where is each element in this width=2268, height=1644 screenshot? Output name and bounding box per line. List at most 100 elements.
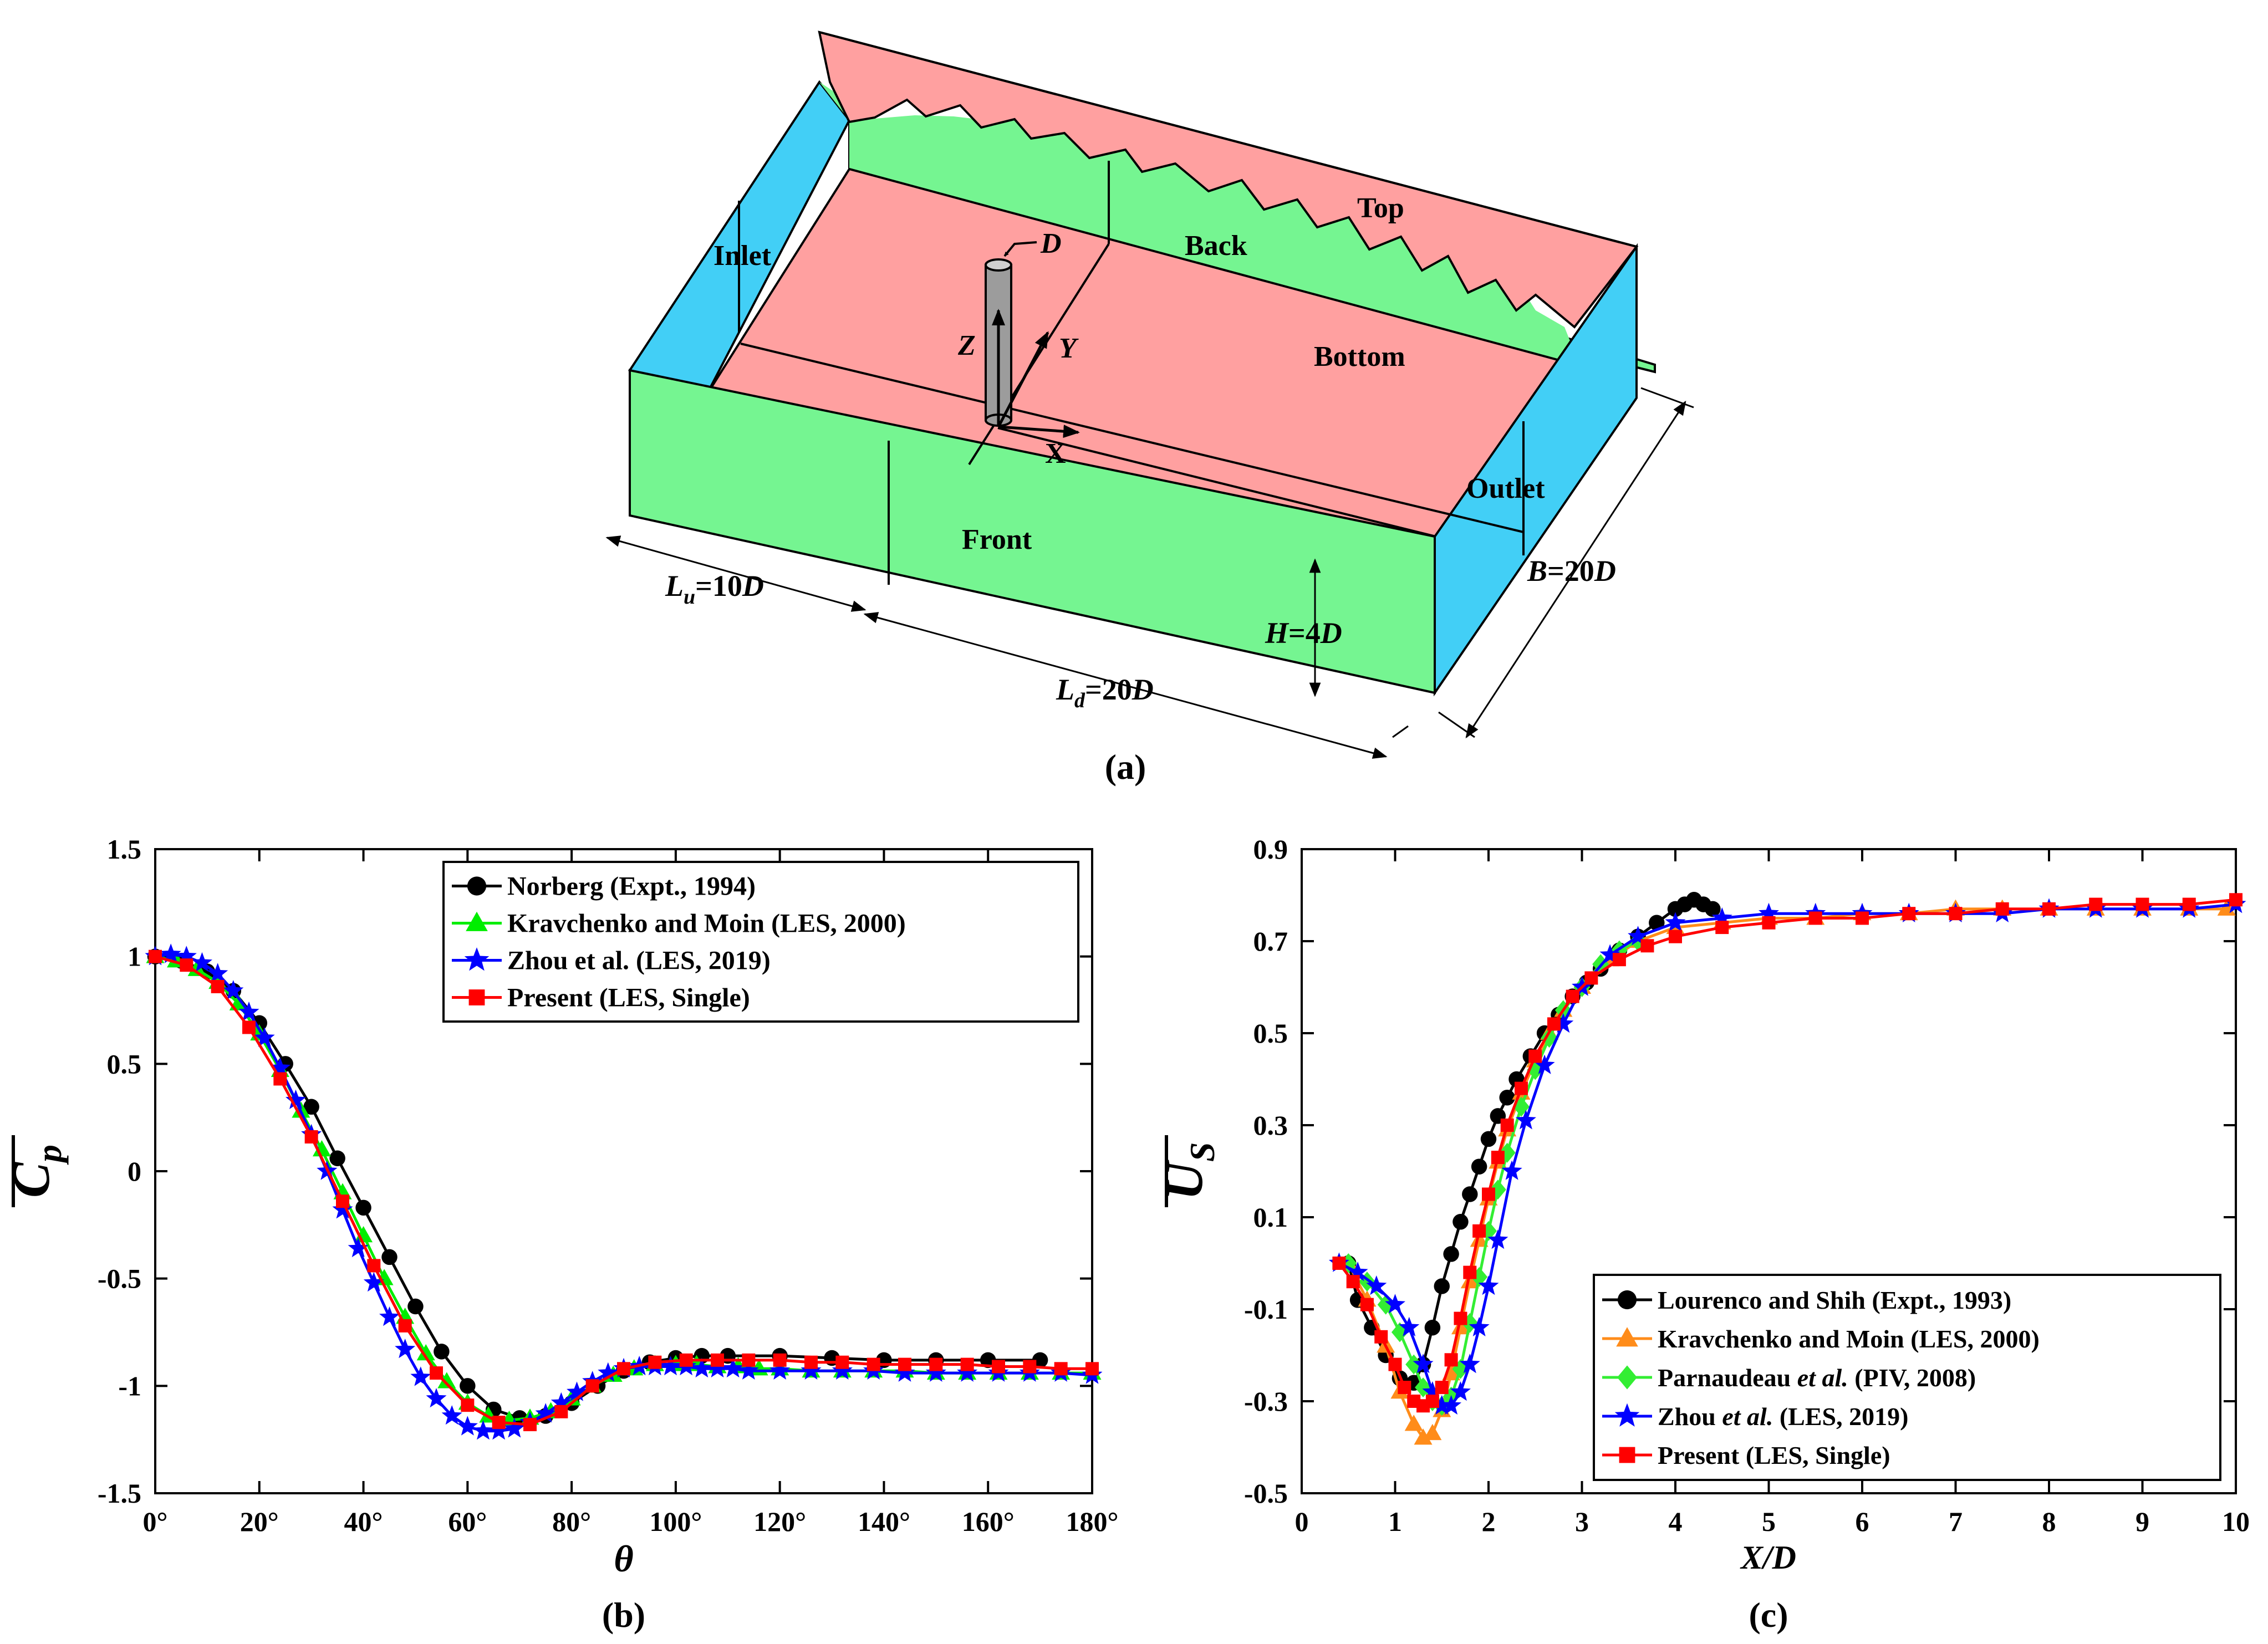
data-point bbox=[2089, 897, 2103, 911]
ticks-b: 0° 20° 40° 60° 80° 100° 120° 140° 160° 180° -1.5 -1… bbox=[98, 834, 1119, 1537]
y-tick-label: 1 bbox=[128, 941, 141, 972]
data-point bbox=[303, 1099, 319, 1115]
legend-marker bbox=[1617, 1290, 1637, 1310]
x-tick-label: 40° bbox=[344, 1506, 383, 1537]
data-point bbox=[461, 1398, 475, 1412]
legend-marker bbox=[464, 947, 490, 971]
data-point bbox=[1487, 1229, 1508, 1249]
legend-label: Present (LES, Single) bbox=[1658, 1441, 1890, 1469]
back-label: Back bbox=[1185, 230, 1247, 262]
series-4 bbox=[149, 949, 1099, 1432]
data-point bbox=[1995, 902, 2009, 916]
data-point bbox=[1599, 944, 1620, 964]
legend-label: Present (LES, Single) bbox=[507, 983, 750, 1013]
data-point bbox=[1463, 1265, 1477, 1279]
data-point bbox=[395, 1339, 416, 1359]
data-point bbox=[1499, 1089, 1515, 1106]
legend-label-part: Kravchenko and Moin (LES, 2000) bbox=[1658, 1325, 2040, 1353]
data-point bbox=[379, 1306, 400, 1326]
y-tick-label: -1.5 bbox=[98, 1478, 141, 1509]
inlet-label: Inlet bbox=[713, 240, 772, 272]
data-point bbox=[223, 980, 244, 1000]
legend-item: Lourenco and Shih (Expt., 1993) bbox=[1602, 1286, 2011, 1314]
data-point bbox=[1711, 907, 1732, 927]
data-point bbox=[416, 1344, 435, 1361]
upstream-dimension: Lu=10D bbox=[605, 535, 867, 612]
x-tick-label: 4 bbox=[1669, 1506, 1683, 1537]
x-tick-label: 2 bbox=[1482, 1506, 1496, 1537]
legend-label-part: Parnaudeau bbox=[1658, 1364, 1797, 1392]
downstream-L: L bbox=[1056, 673, 1074, 706]
data-point bbox=[773, 1353, 787, 1367]
data-point bbox=[2042, 902, 2056, 916]
data-point bbox=[1566, 989, 1579, 1003]
data-point bbox=[1665, 912, 1686, 932]
data-point bbox=[1808, 911, 1822, 925]
data-point bbox=[1435, 1381, 1449, 1395]
data-point bbox=[329, 1150, 345, 1167]
y-tick-label: 0.7 bbox=[1253, 926, 1288, 957]
legend-label-part: et al. bbox=[1722, 1402, 1773, 1431]
legend-label-part: Present (LES, Single) bbox=[507, 983, 750, 1013]
y-tick-label: 0.5 bbox=[107, 1048, 142, 1079]
data-point bbox=[679, 1353, 693, 1367]
data-point bbox=[1472, 1224, 1486, 1238]
data-point bbox=[691, 1357, 712, 1378]
y-axis-arrow bbox=[997, 331, 1049, 428]
y-tick-label: 0.5 bbox=[1253, 1018, 1288, 1049]
data-point bbox=[535, 1403, 556, 1423]
data-point bbox=[2229, 893, 2242, 907]
top-face bbox=[818, 30, 1639, 329]
legend-label: Kravchenko and Moin (LES, 2000) bbox=[1658, 1325, 2040, 1353]
data-point bbox=[363, 1272, 384, 1292]
data-point bbox=[441, 1405, 462, 1425]
data-point bbox=[1856, 911, 1869, 925]
x-axis-title-b: θ bbox=[614, 1538, 633, 1580]
legend-item: Kravchenko and Moin (LES, 2000) bbox=[452, 909, 906, 938]
data-point bbox=[769, 1360, 791, 1380]
data-point bbox=[1434, 1278, 1450, 1294]
data-point bbox=[1414, 1428, 1433, 1445]
series-line bbox=[155, 955, 1092, 1426]
data-point bbox=[1360, 1298, 1374, 1311]
legend-label-part: Norberg (Expt., 1994) bbox=[507, 872, 756, 901]
data-point bbox=[894, 1362, 915, 1382]
data-point bbox=[617, 1362, 630, 1376]
top-label: Top bbox=[1357, 192, 1404, 224]
y-tick-label: 0.9 bbox=[1253, 834, 1288, 865]
data-point bbox=[1388, 1357, 1402, 1371]
legend-label-part: (LES, 2019) bbox=[1773, 1402, 1908, 1431]
data-point bbox=[1454, 1311, 1467, 1325]
ticks-c: 0 1 2 3 4 5 6 7 8 9 10 -0.5 -0.3 -0.1 0.1 0.3 0.5 0.7 0.9 bbox=[1244, 834, 2250, 1537]
data-point bbox=[567, 1381, 587, 1401]
data-point bbox=[1460, 1272, 1479, 1289]
data-point bbox=[1553, 1013, 1574, 1033]
y-axis-title-c: US bbox=[1154, 1142, 1222, 1201]
back-face-visible bbox=[819, 82, 1580, 366]
data-point bbox=[176, 946, 197, 966]
series-line bbox=[1338, 903, 2236, 1407]
data-point bbox=[1347, 1262, 1368, 1281]
svg-text:Ld=20D: Ld=20D bbox=[1056, 673, 1154, 712]
x-tick-label: 1 bbox=[1388, 1506, 1402, 1537]
y-tick-label: 0 bbox=[128, 1156, 141, 1187]
data-point bbox=[551, 1392, 572, 1412]
x-axis-label: X bbox=[1045, 438, 1066, 469]
data-point bbox=[1534, 1054, 1555, 1074]
height-value: =4 bbox=[1288, 616, 1321, 650]
x-axis-title-c: X/D bbox=[1740, 1539, 1796, 1576]
data-point bbox=[242, 1020, 256, 1034]
x-tick-label: 7 bbox=[1949, 1506, 1963, 1537]
legend-box bbox=[1593, 1274, 2221, 1481]
data-point bbox=[1398, 1381, 1411, 1395]
diameter-pointer bbox=[1003, 241, 1037, 257]
svg-text:B=20D: B=20D bbox=[1527, 554, 1616, 588]
breadth-B: B bbox=[1527, 554, 1547, 588]
data-point bbox=[1404, 1415, 1423, 1431]
data-point bbox=[1612, 953, 1626, 967]
legend-marker bbox=[1616, 1327, 1638, 1347]
x-tick-label: 3 bbox=[1575, 1506, 1589, 1537]
caption-c: (c) bbox=[1749, 1595, 1788, 1635]
data-point bbox=[1459, 1354, 1480, 1374]
